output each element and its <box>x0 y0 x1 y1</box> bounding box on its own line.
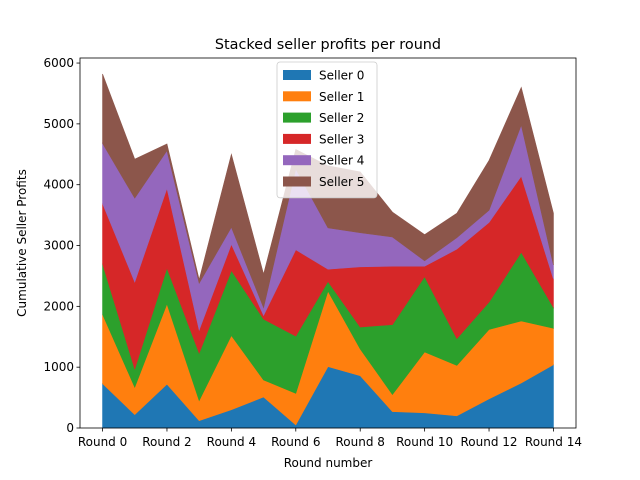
y-tick-label-5: 5000 <box>43 117 74 131</box>
y-tick-label-1: 1000 <box>43 360 74 374</box>
y-tick-label-4: 4000 <box>43 178 74 192</box>
x-tick-label-6: Round 12 <box>461 435 518 449</box>
legend-label-3: Seller 3 <box>319 132 364 146</box>
legend-swatch-3 <box>283 133 311 144</box>
x-tick-label-7: Round 14 <box>525 435 582 449</box>
legend-label-1: Seller 1 <box>319 90 364 104</box>
x-tick-label-1: Round 2 <box>142 435 191 449</box>
legend-swatch-4 <box>283 155 311 166</box>
x-tick-label-0: Round 0 <box>78 435 127 449</box>
legend-label-4: Seller 4 <box>319 154 364 168</box>
legend-swatch-2 <box>283 112 311 123</box>
y-tick-label-3: 3000 <box>43 239 74 253</box>
x-axis-title: Round number <box>284 456 373 470</box>
y-tick-label-0: 0 <box>66 421 74 435</box>
y-tick-label-2: 2000 <box>43 299 74 313</box>
x-tick-label-2: Round 4 <box>207 435 256 449</box>
legend: Seller 0 Seller 1 Seller 2 Seller 3 Seller 4… <box>276 61 378 199</box>
x-tick-label-3: Round 6 <box>271 435 320 449</box>
y-axis: 0 1000 2000 3000 4000 5000 6000 <box>43 56 80 435</box>
y-axis-title: Cumulative Seller Profits <box>15 169 29 317</box>
legend-label-0: Seller 0 <box>319 69 364 83</box>
x-tick-label-4: Round 8 <box>335 435 384 449</box>
x-tick-label-5: Round 10 <box>396 435 453 449</box>
legend-label-5: Seller 5 <box>319 175 364 189</box>
legend-swatch-5 <box>283 176 311 187</box>
legend-swatch-0 <box>283 70 311 80</box>
legend-label-2: Seller 2 <box>319 111 364 125</box>
x-axis: Round 0 Round 2 Round 4 Round 6 Round 8 Round… <box>78 428 582 449</box>
chart-title: Stacked seller profits per round <box>215 37 441 53</box>
plot-frame <box>79 57 577 429</box>
legend-swatch-1 <box>283 91 311 102</box>
y-tick-label-6: 6000 <box>43 56 74 70</box>
